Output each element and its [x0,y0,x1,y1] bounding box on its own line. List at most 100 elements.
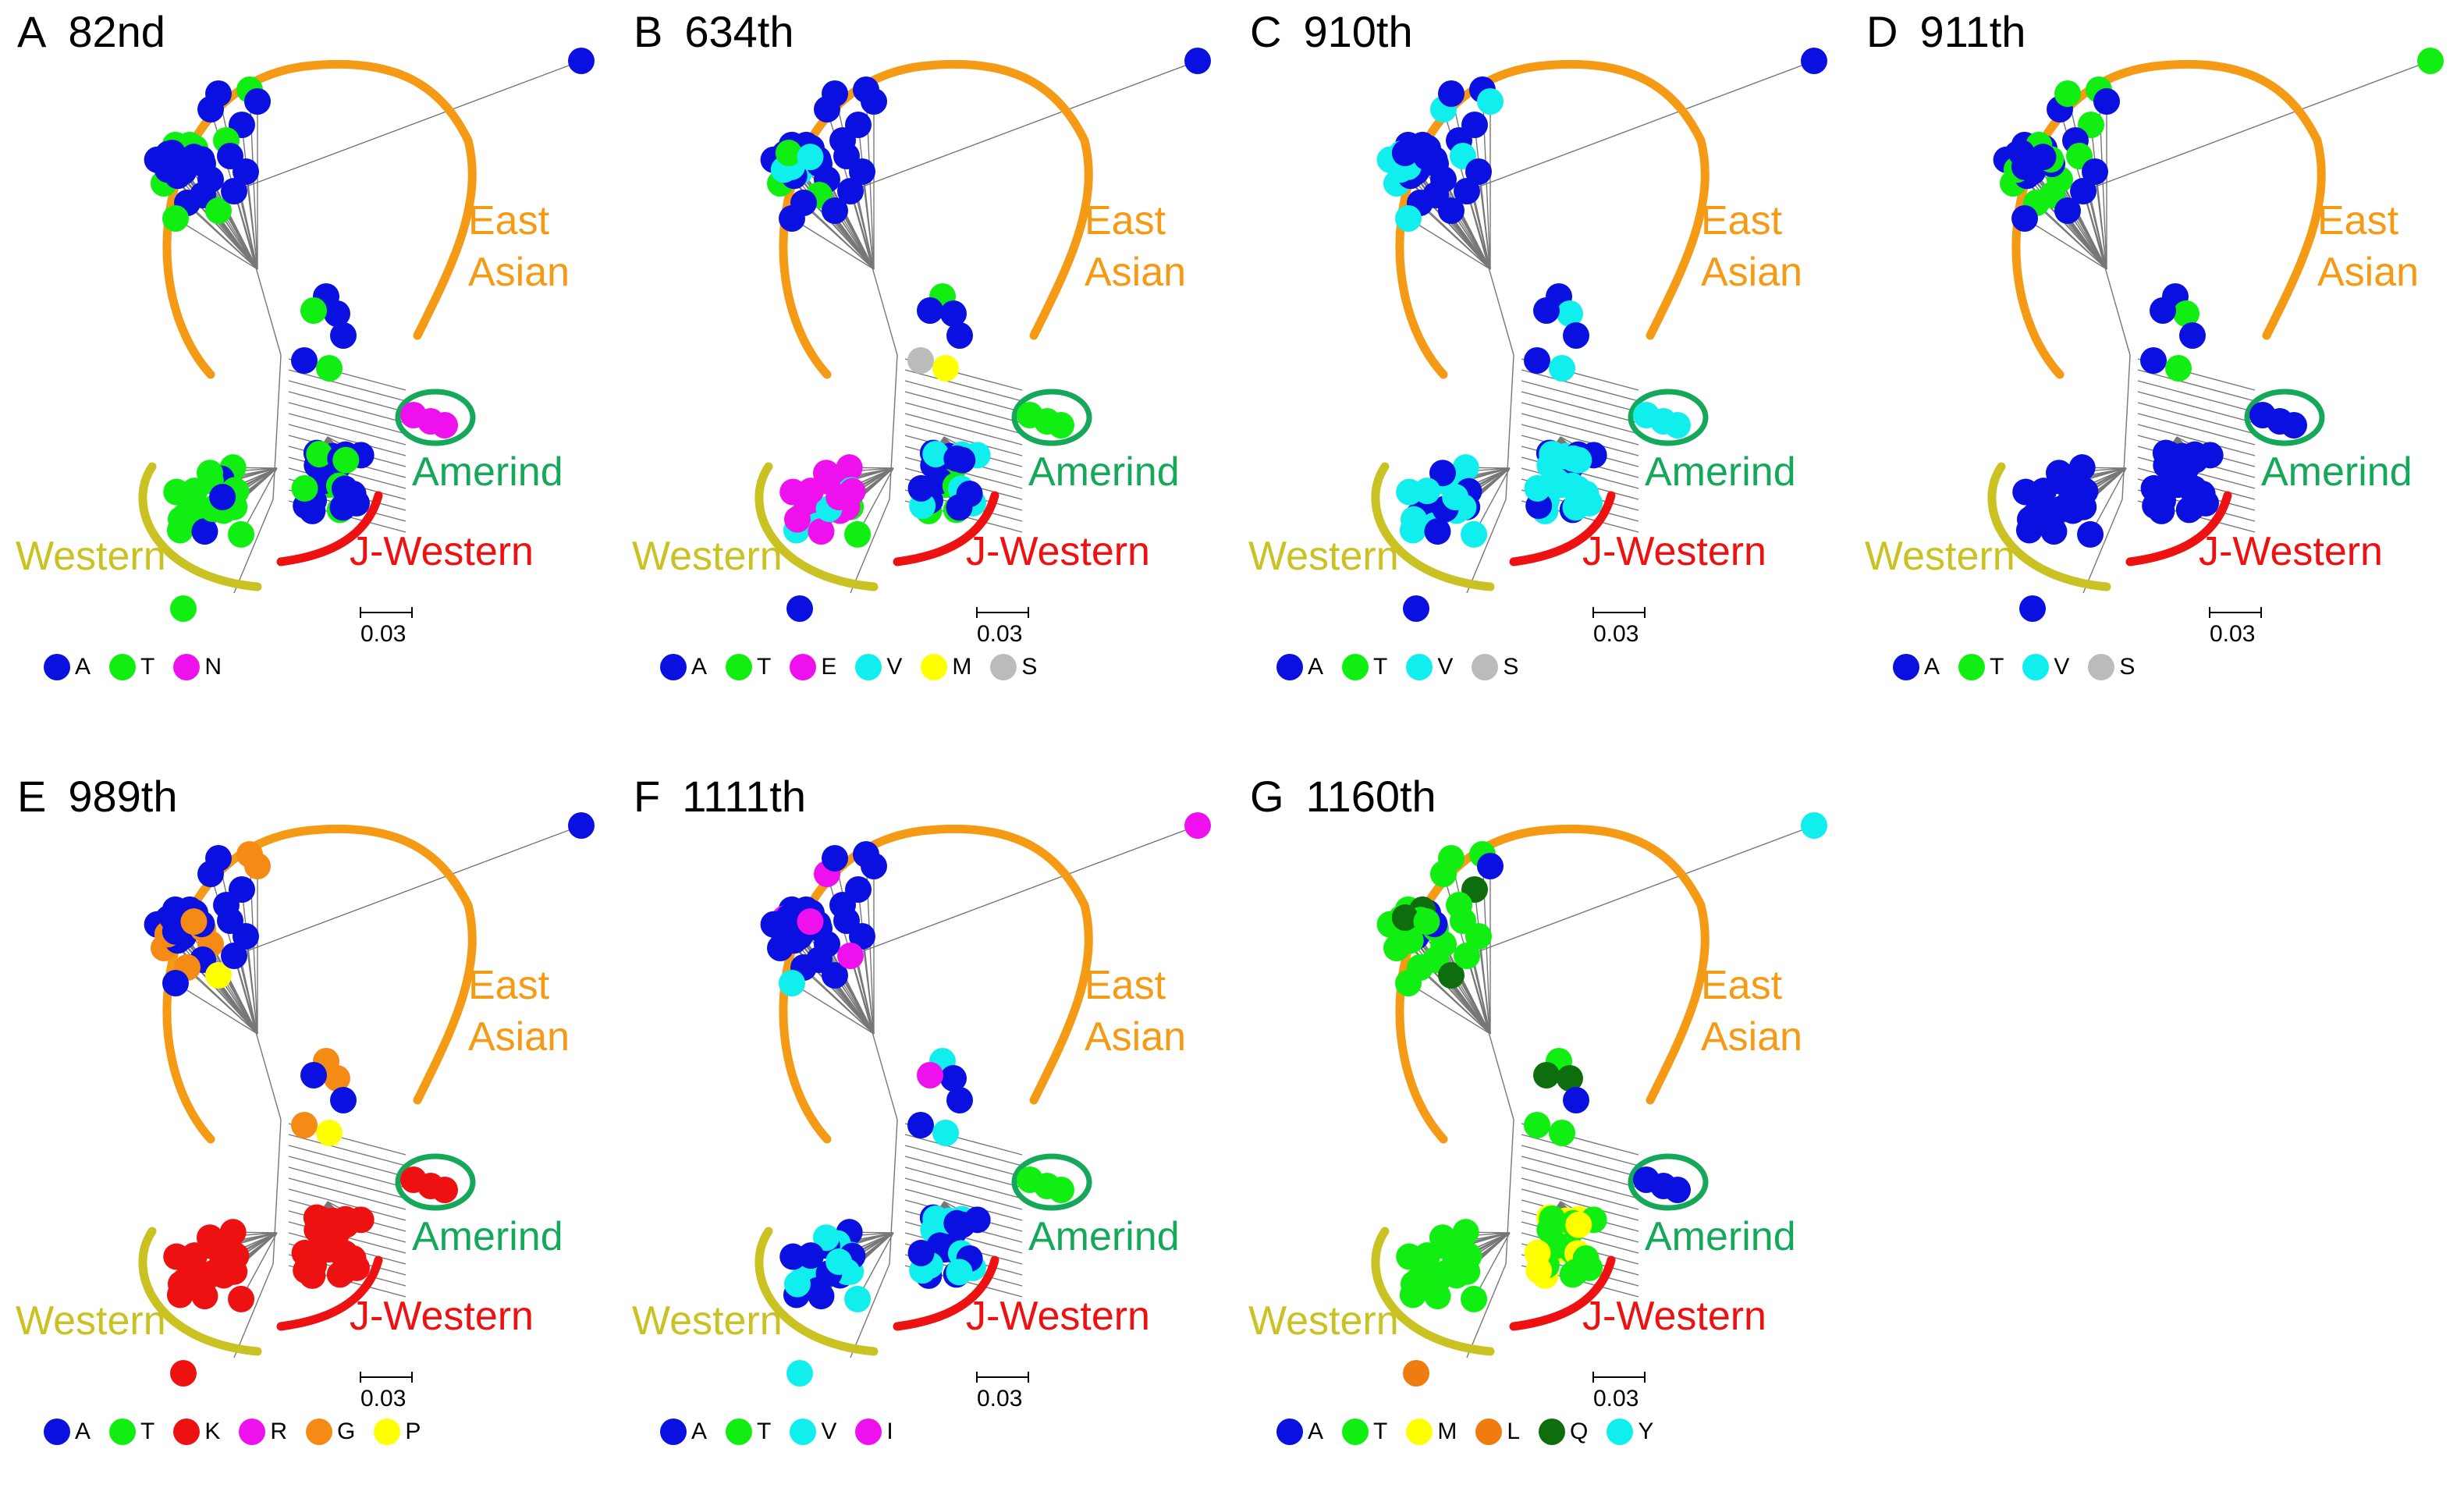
outgroup-branch [233,1263,274,1358]
tree-branch [175,982,258,1035]
tree-node [922,1205,950,1232]
tree-node [1413,908,1440,936]
outgroup-branch [1466,60,1815,192]
legend-swatch [239,1419,266,1445]
tree-node [2155,440,2182,467]
legend-swatch [921,654,948,680]
tree-node [779,970,805,996]
clade-label-western: Western [16,534,166,579]
legend-label: T [140,1419,155,1444]
tree-branch [850,955,875,1035]
tree-node [797,1242,825,1269]
legend-swatch [1276,1419,1303,1445]
panel-d: D 911th East Asian Amerind Western J-Western 0.… [1849,0,2464,737]
clade-label-j-western: J-Western [1582,1294,1766,1339]
tree-node [170,1360,197,1387]
tree-node [1400,1270,1427,1298]
panel-letter: F [634,772,661,821]
j-western-clade-bracket [1509,491,1616,566]
tree-branch [803,202,875,270]
tree-node [775,904,802,932]
clade-label-east: East [1085,963,1166,1008]
legend-swatch [726,1419,753,1445]
tree-branch [1419,967,1491,1035]
outgroup-branch [850,1263,890,1358]
tree-node [837,943,864,969]
east-asian-clade-bracket [162,824,477,1144]
legend-swatch [1539,1419,1566,1445]
legend-swatch [374,1419,401,1445]
tree-node [329,1259,357,1286]
tree-node [1477,88,1504,115]
clade-label-western: Western [632,1298,783,1344]
tree-node [2054,80,2081,107]
tree-branch [2137,391,2256,424]
tree-node [196,1224,223,1252]
tree-node [2093,88,2120,115]
legend-label: L [1507,1419,1521,1444]
legend-item: V [855,654,902,680]
clade-label-western: Western [1865,534,2015,579]
clade-label-amerind: Amerind [412,449,563,495]
tree-branch [288,1134,407,1166]
tree-branch [1521,402,1639,435]
western-clade-bracket [1371,462,1495,591]
legend-swatch [1958,654,1986,680]
tree-node [2070,178,2097,204]
tree-node [783,1270,811,1298]
legend-label: R [270,1419,288,1444]
clade-label-j-western: J-Western [2199,529,2383,574]
outgroup-branch [2082,499,2123,594]
tree-branch [904,402,1023,435]
amerind-clade-ring [1011,389,1092,446]
tree-node [324,1065,350,1092]
tree-node [1562,494,1589,521]
tree-branch [186,202,258,270]
tree-node [949,1211,976,1238]
tree-node [822,80,848,107]
panel-a: A 82nd East Asian Amerind Western J-Western 0.0… [0,0,616,737]
outgroup-branch [1466,825,1815,957]
clade-label-east: East [468,963,550,1008]
panel-letter: E [17,772,47,821]
panel-position: 82nd [68,7,165,56]
tree-node [822,197,848,224]
tree-node [825,484,853,511]
tree-node [822,845,848,872]
tree-node [330,1087,357,1113]
legend-item: T [726,654,771,680]
clade-label-j-western: J-Western [350,1294,534,1339]
tree-node [1403,595,1429,622]
tree-branch [233,955,258,1035]
tree-node [162,970,189,996]
legend-label: A [691,654,708,680]
clade-label-asian: Asian [468,250,570,295]
tree-node [1414,478,1441,505]
tree-node [1461,1285,1488,1312]
tree-node [844,520,872,548]
outgroup-branch [850,825,1198,957]
panel-title: A 82nd [17,6,165,57]
panel-title: C 910th [1250,6,1413,57]
western-clade-bracket [1987,462,2111,591]
east-asian-clade-bracket [1395,59,1710,379]
tree-node [1539,1205,1566,1232]
clade-label-east: East [468,198,550,243]
tree-node [1454,178,1480,204]
tree-branch [1521,1166,1639,1199]
phylogenetic-tree: East Asian Amerind Western J-Western 0.03 [16,48,595,647]
tree-node [1524,1112,1550,1138]
tree-branch [186,967,258,1035]
tree-node [180,144,208,171]
tree-node [1395,205,1422,232]
tree-branch [288,391,407,424]
tree-node [162,205,189,232]
panel-e: E 989th East Asian Amerind Western J-Western 0.… [0,765,616,1502]
tree-node [431,1177,458,1203]
tree-node [808,518,835,545]
legend-swatch [1342,1419,1369,1445]
tree-node [1391,140,1418,167]
legend-item: S [1472,654,1518,680]
